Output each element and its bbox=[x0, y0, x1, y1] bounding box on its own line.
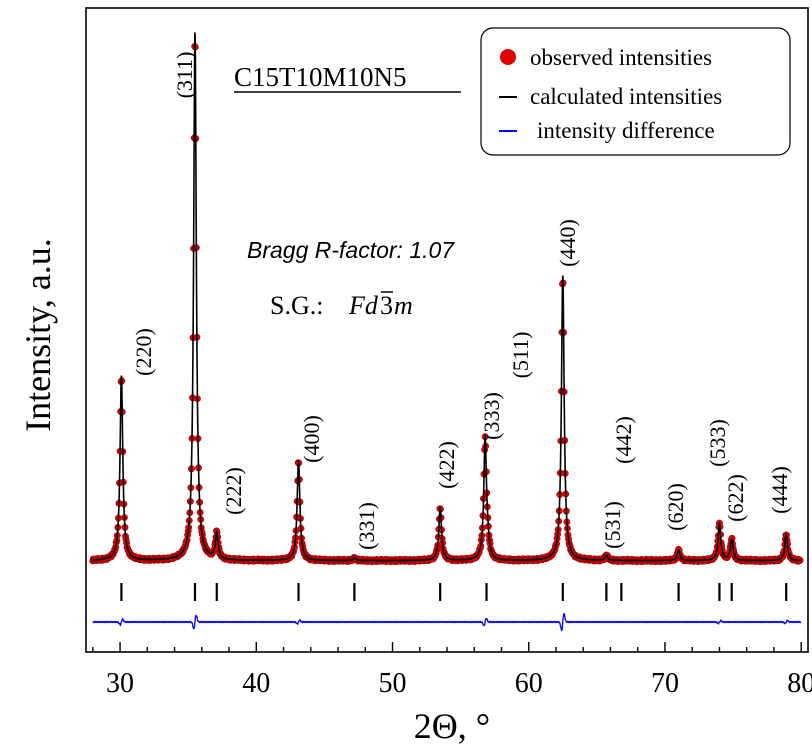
peak-label-2: (222) bbox=[221, 467, 246, 515]
y-axis-label: Intensity, a.u. bbox=[18, 238, 58, 432]
legend: observed intensities calculated intensit… bbox=[480, 27, 791, 156]
x-tick-label-50: 50 bbox=[379, 668, 407, 699]
x-tick-label-80: 80 bbox=[787, 668, 812, 699]
difference-line bbox=[92, 612, 802, 632]
legend-box bbox=[480, 27, 791, 156]
peak-label-8: (440) bbox=[555, 219, 580, 267]
x-tick-label-60: 60 bbox=[515, 668, 543, 699]
peak-label-3: (400) bbox=[299, 415, 324, 463]
axes: 30 40 50 60 70 80 bbox=[85, 7, 812, 699]
peak-label-4: (331) bbox=[354, 502, 379, 550]
x-axis-label: 2Θ, ° bbox=[414, 706, 490, 746]
peak-label-7: (511) bbox=[508, 332, 533, 379]
peak-label-14: (444) bbox=[767, 466, 792, 514]
legend-calculated-label: calculated intensities bbox=[530, 84, 722, 109]
chart-title: C15T10M10N5 bbox=[234, 62, 407, 92]
space-group-prefix: S.G.: bbox=[270, 291, 323, 320]
x-tick-label-40: 40 bbox=[242, 668, 270, 699]
peak-label-6: (333) bbox=[479, 392, 504, 440]
space-group-annotation: S.G.: Fd 3 m bbox=[270, 291, 413, 320]
space-group-3: 3 bbox=[380, 291, 393, 320]
peak-label-10: (442) bbox=[611, 416, 636, 464]
x-tick-label-30: 30 bbox=[106, 668, 134, 699]
legend-observed-label: observed intensities bbox=[530, 45, 712, 70]
peak-label-9: (531) bbox=[600, 501, 625, 549]
bragg-ticks bbox=[120, 583, 788, 601]
peak-label-12: (533) bbox=[705, 419, 730, 467]
peak-labels: (220) (311) (222) (400) (331) (422) (333)(511)… bbox=[131, 52, 792, 550]
r-factor-annotation: Bragg R-factor: 1.07 bbox=[247, 237, 455, 263]
peak-label-11: (620) bbox=[663, 483, 688, 531]
peak-label-0: (220) bbox=[131, 328, 156, 376]
peak-label-13: (622) bbox=[723, 474, 748, 522]
peak-label-1: (311) bbox=[172, 52, 197, 99]
legend-observed-marker bbox=[500, 49, 516, 65]
peak-label-5: (422) bbox=[434, 441, 459, 489]
calculated-line bbox=[92, 32, 802, 562]
plot-area: (220) (311) (222) (400) (331) (422) (333)(511)… bbox=[89, 32, 804, 632]
space-group-m: m bbox=[394, 291, 413, 320]
x-tick-label-70: 70 bbox=[651, 668, 679, 699]
space-group-fd: Fd bbox=[348, 291, 379, 320]
legend-difference-label: intensity difference bbox=[537, 118, 715, 143]
